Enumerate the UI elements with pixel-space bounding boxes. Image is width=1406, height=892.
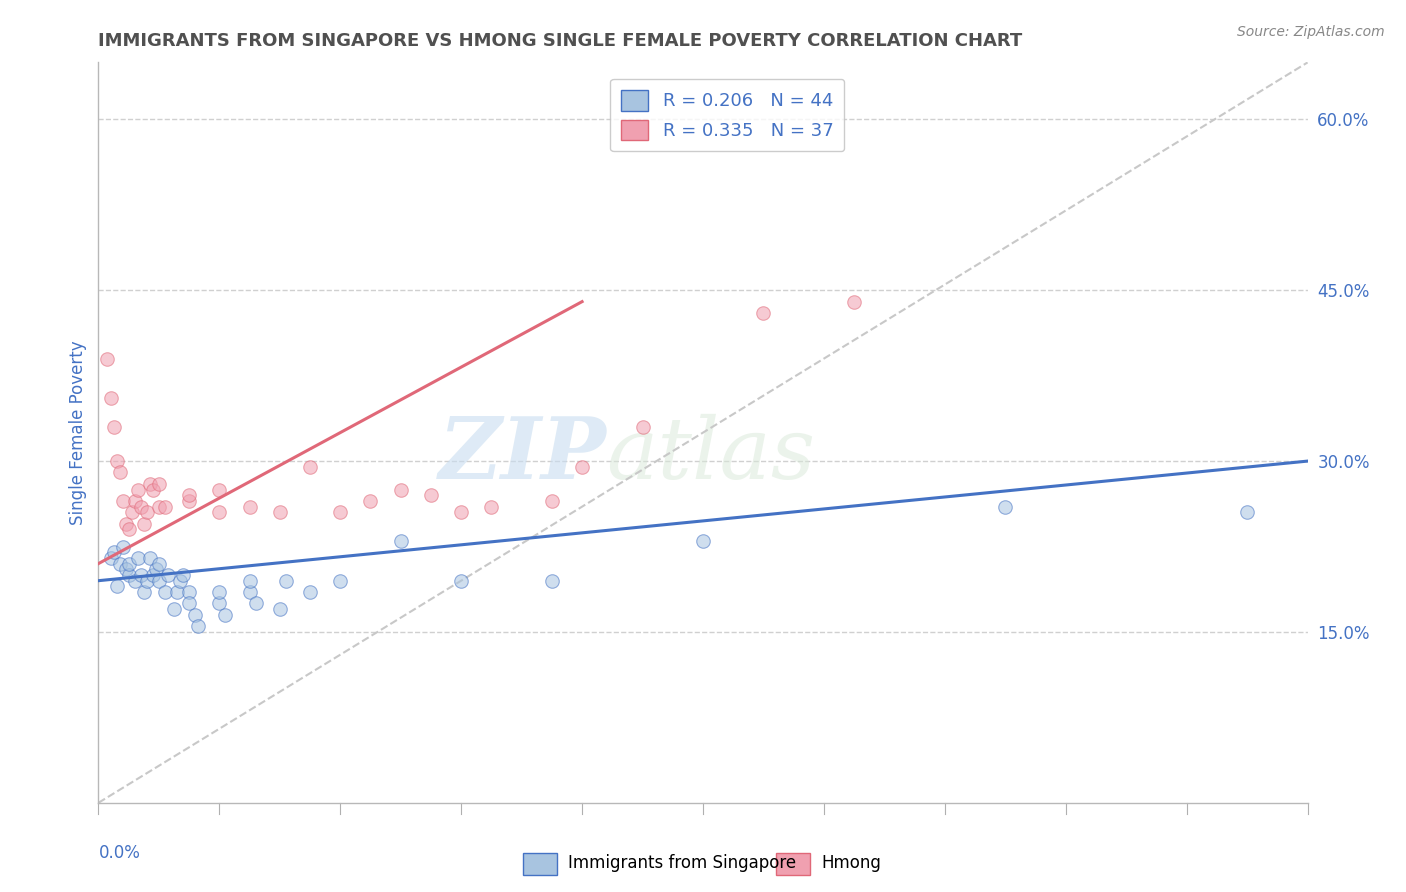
Text: Source: ZipAtlas.com: Source: ZipAtlas.com (1237, 25, 1385, 39)
Point (420, 488, 443, 502)
Legend: R = 0.206   N = 44, R = 0.335   N = 37: R = 0.206 N = 44, R = 0.335 N = 37 (610, 78, 844, 152)
Point (108, 466, 131, 480)
Text: Hmong: Hmong (821, 854, 882, 872)
Point (179, 597, 201, 611)
Point (269, 505, 291, 519)
Point (631, 420, 654, 434)
Point (96, 351, 118, 366)
Point (239, 500, 262, 514)
Text: atlas: atlas (606, 414, 815, 496)
Point (450, 505, 472, 519)
Point (139, 476, 162, 491)
Point (148, 500, 170, 514)
Point (111, 540, 134, 554)
Point (118, 523, 141, 537)
Point (108, 557, 131, 571)
Point (121, 505, 143, 519)
Point (156, 568, 179, 582)
Point (208, 483, 231, 497)
Point (239, 574, 262, 588)
Point (329, 574, 352, 588)
Point (153, 585, 176, 599)
Point (148, 476, 170, 491)
Bar (523, 853, 557, 875)
Point (299, 459, 322, 474)
Point (148, 574, 170, 588)
Point (844, 294, 866, 309)
Point (100, 550, 122, 565)
Point (142, 483, 165, 497)
Point (139, 550, 162, 565)
Point (127, 483, 149, 497)
Point (166, 585, 188, 599)
Point (187, 619, 209, 633)
Point (994, 500, 1017, 514)
Point (142, 568, 165, 582)
Point (127, 550, 149, 565)
Point (214, 607, 236, 622)
Point (245, 597, 267, 611)
Point (208, 597, 231, 611)
Point (135, 505, 157, 519)
Point (540, 494, 562, 508)
Point (129, 568, 152, 582)
Text: Immigrants from Singapore: Immigrants from Singapore (568, 854, 796, 872)
Point (114, 562, 136, 576)
Point (111, 494, 134, 508)
Text: ZIP: ZIP (439, 413, 606, 497)
Point (172, 568, 194, 582)
Point (692, 533, 714, 548)
Point (105, 579, 128, 593)
Bar (776, 853, 810, 875)
Point (540, 574, 562, 588)
Point (118, 557, 141, 571)
Point (179, 494, 201, 508)
Point (103, 545, 125, 559)
Point (153, 500, 176, 514)
Point (163, 602, 186, 616)
Text: IMMIGRANTS FROM SINGAPORE VS HMONG SINGLE FEMALE POVERTY CORRELATION CHART: IMMIGRANTS FROM SINGAPORE VS HMONG SINGL… (98, 32, 1022, 50)
Point (299, 585, 322, 599)
Point (135, 574, 157, 588)
Text: 0.0%: 0.0% (98, 844, 141, 862)
Point (450, 574, 472, 588)
Point (118, 568, 141, 582)
Point (129, 500, 152, 514)
Point (269, 602, 291, 616)
Point (274, 574, 297, 588)
Point (179, 488, 201, 502)
Point (103, 420, 125, 434)
Point (481, 500, 503, 514)
Point (329, 505, 352, 519)
Point (239, 585, 262, 599)
Point (179, 585, 201, 599)
Point (1236, 505, 1258, 519)
Point (389, 533, 412, 548)
Point (145, 562, 167, 576)
Point (132, 516, 155, 531)
Point (208, 585, 231, 599)
Point (105, 454, 128, 468)
Point (360, 494, 382, 508)
Point (124, 574, 146, 588)
Point (169, 574, 191, 588)
Point (124, 494, 146, 508)
Point (752, 306, 775, 320)
Point (389, 483, 412, 497)
Point (100, 392, 122, 406)
Point (132, 585, 155, 599)
Y-axis label: Single Female Poverty: Single Female Poverty (69, 341, 87, 524)
Point (114, 516, 136, 531)
Point (208, 505, 231, 519)
Point (571, 459, 593, 474)
Point (148, 557, 170, 571)
Point (184, 607, 207, 622)
